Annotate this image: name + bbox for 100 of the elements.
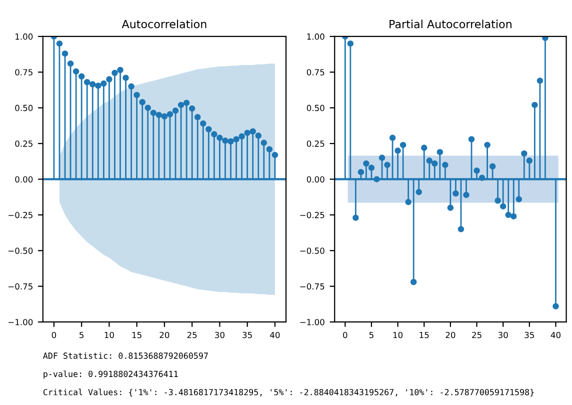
point [211, 131, 218, 138]
y-tick-label: 0.50 [15, 104, 33, 112]
point [494, 198, 501, 204]
point [394, 148, 401, 154]
point [452, 190, 459, 197]
point [478, 174, 486, 181]
point [67, 60, 74, 67]
point [172, 108, 179, 114]
x-tick-label: 0 [52, 332, 56, 338]
point [62, 50, 68, 57]
y-tick-label: 0.00 [306, 176, 324, 182]
point [347, 40, 354, 47]
point [122, 74, 129, 81]
point [526, 158, 533, 164]
point [161, 113, 168, 120]
x-tick-label: 5 [80, 332, 84, 338]
y-tick-label: 0.00 [15, 176, 33, 182]
point [95, 82, 102, 89]
point [194, 114, 201, 120]
x-tick-label: 0 [343, 332, 348, 338]
x-tick-label: 30 [215, 332, 224, 338]
point [374, 176, 380, 182]
point [84, 79, 90, 86]
point [156, 112, 162, 118]
point [421, 144, 428, 151]
y-tick-label: −0.50 [300, 248, 324, 254]
x-tick-label: 25 [472, 332, 482, 338]
point [128, 83, 134, 90]
point [188, 105, 196, 112]
point [489, 163, 496, 170]
point [56, 40, 63, 47]
point [238, 133, 245, 140]
text: Critical Values: {'1%': -3.4816817173418295, '5%': -2.8840418343195267, '10%': -2.578770059171598} [43, 388, 534, 397]
point [134, 92, 140, 98]
point [416, 188, 422, 196]
x-tick-label: 35 [242, 332, 252, 338]
point [500, 203, 506, 210]
point [260, 140, 268, 146]
point [352, 214, 359, 221]
point [410, 278, 417, 286]
x-tick-label: 30 [498, 332, 508, 338]
y-tick-label: −0.75 [300, 283, 324, 290]
point [233, 136, 240, 142]
text: ADF Statistic: 0.8153688792060597 [43, 352, 208, 359]
point [536, 78, 544, 84]
point [144, 104, 151, 111]
point [90, 81, 96, 88]
x-tick-label: 10 [104, 332, 114, 338]
y-tick-label: 1.00 [16, 33, 33, 40]
point [117, 66, 124, 74]
x-tick-label: 15 [420, 332, 429, 338]
point [468, 136, 475, 142]
point [432, 160, 438, 167]
y-tick-label: −0.75 [8, 283, 32, 290]
x-tick-label: 35 [524, 332, 534, 338]
point [552, 303, 559, 310]
point [442, 162, 448, 168]
y-tick-label: 1.00 [307, 33, 324, 40]
point [78, 73, 85, 80]
x-tick-label: 40 [270, 332, 280, 338]
point [250, 128, 256, 135]
point [426, 158, 433, 164]
point [389, 134, 396, 141]
point [436, 148, 444, 156]
point [139, 98, 146, 106]
point [112, 70, 118, 76]
point [72, 68, 80, 75]
x-tick-label: 20 [160, 332, 170, 338]
x-tick-label: 20 [446, 332, 456, 338]
point [521, 150, 528, 157]
y-tick-label: −1.00 [8, 318, 33, 326]
y-tick-label: 0.25 [306, 140, 324, 147]
x-tick-label: 40 [550, 332, 560, 338]
y-tick-label: 0.75 [15, 69, 32, 76]
point [216, 134, 223, 141]
point [166, 111, 174, 118]
chart-title: Partial Autocorrelation [390, 20, 512, 28]
point [200, 120, 206, 127]
point [505, 212, 512, 218]
point [100, 80, 107, 87]
point [183, 100, 190, 106]
y-tick-label: 0.75 [306, 69, 324, 76]
text: p-value: 0.9918802434376411 [44, 370, 178, 379]
y-tick-label: −0.25 [8, 212, 32, 218]
point [532, 102, 538, 108]
x-tick-label: 25 [187, 332, 197, 338]
point [244, 130, 250, 136]
point [150, 110, 157, 116]
point [255, 132, 262, 139]
point [363, 160, 370, 167]
point [447, 204, 454, 211]
point [378, 154, 386, 161]
point [458, 226, 464, 232]
point [228, 138, 234, 145]
point [384, 162, 390, 168]
point [266, 146, 273, 152]
point [484, 142, 490, 148]
point [474, 168, 480, 174]
point [516, 196, 522, 202]
chart-title: Autocorrelation [122, 20, 206, 28]
